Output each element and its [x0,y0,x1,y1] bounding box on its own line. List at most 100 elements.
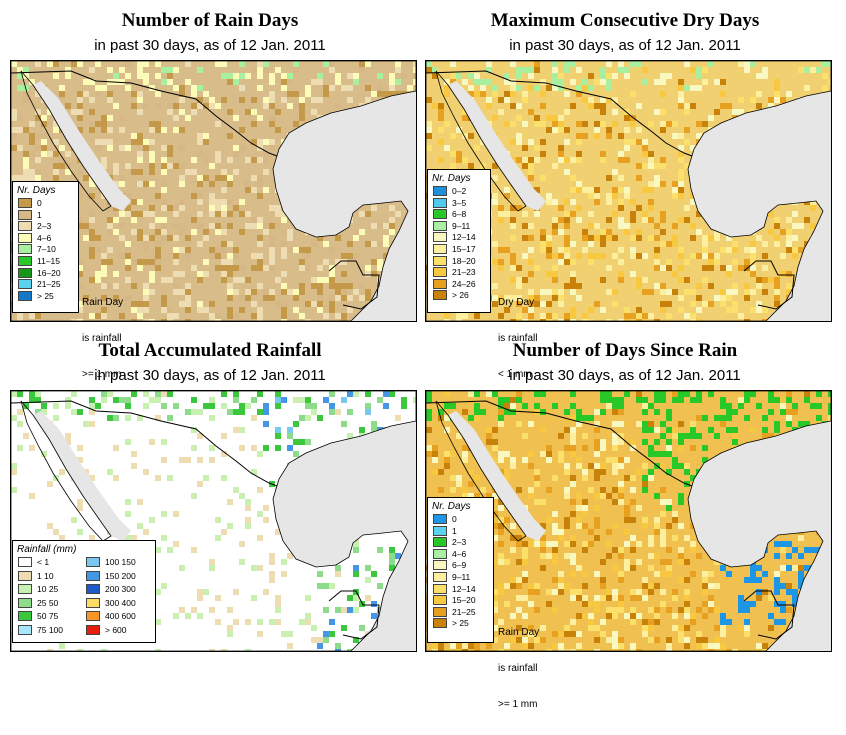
legend-note: Dry Day is rainfall < 1 mm [498,273,537,405]
legend-swatch [18,597,32,608]
legend-label: 7–10 [37,244,56,255]
legend-swatch [18,611,32,621]
panel-subtitle: in past 30 days, as of 12 Jan. 2011 [94,367,326,384]
legend-label: 0–2 [452,186,467,196]
legend-label: 1 10 [37,570,54,581]
legend-label: 4–6 [37,232,52,243]
panel-subtitle: in past 30 days, as of 12 Jan. 2011 [509,37,741,54]
note-line: Dry Day [498,297,535,308]
legend-swatch [18,557,32,567]
legend-swatch [433,595,447,606]
legend-swatch [433,537,447,548]
map-canvas [426,391,831,651]
note-line: is rainfall [498,663,538,674]
legend-label: 50 75 [37,611,59,621]
legend-swatch [433,583,447,594]
legend-swatch [433,220,447,231]
legend-swatch [86,611,100,621]
legend-label: 21–25 [37,279,61,290]
note-line: is rainfall [82,333,122,344]
note-line: >= 1 mm [498,699,538,710]
legend-label: 6–9 [452,560,467,571]
panel-days-since-rain: Number of Days Since Rain in past 30 day… [415,330,835,710]
panel-title: Number of Days Since Rain [512,340,738,361]
legend-swatch [433,548,447,559]
legend-label: 12–14 [452,232,476,243]
legend-label: 12–14 [452,583,476,594]
legend-swatch [18,584,32,594]
panel-title: Total Accumulated Rainfall [98,340,322,361]
legend: Rainfall (mm) < 1 1 10 10 25 25 50 50 75 75 1… [12,540,156,643]
legend-label: 150 200 [105,570,136,581]
legend-title: Nr. Days [432,501,471,512]
legend-swatch [18,267,32,278]
legend-label: 2–3 [37,221,52,232]
legend-label: 6–8 [452,209,467,220]
legend-label: 1 [452,525,457,536]
legend-swatch [86,570,100,581]
note-line: >= 1 mm [82,369,122,380]
legend-label: 11–15 [37,256,61,266]
legend-swatch [18,232,32,243]
legend-swatch [86,584,100,594]
legend-label: 100 150 [105,557,136,567]
legend: Nr. Days 0 1 2–3 4–6 6–9 9–11 12–14 15–20 21–25 >… [427,497,494,643]
legend-label: 21–23 [452,267,476,278]
legend-label: 24–26 [452,278,476,289]
panel-rain-days: Number of Rain Days in past 30 days, as … [0,0,420,380]
legend-label: > 600 [105,624,127,635]
legend-label: 200 300 [105,584,136,594]
legend-swatch [433,560,447,571]
legend-swatch [18,221,32,232]
legend-note: Rain Day is rainfall >= 1 mm [82,273,123,405]
legend-title: Nr. Days [17,185,56,196]
legend-label: 25 50 [37,597,59,608]
panel-title: Maximum Consecutive Dry Days [490,10,760,31]
legend-label: 10 25 [37,584,59,594]
legend-label: 0 [37,198,42,208]
legend-label: > 26 [452,290,469,301]
legend-swatch [433,514,447,524]
legend-label: 15–17 [452,244,476,254]
legend-note: Rain Day is rainfall >= 1 mm [498,603,539,735]
legend-label: 9–11 [452,220,471,231]
legend-label: 75 100 [37,624,63,635]
legend-swatch [433,186,447,196]
legend-swatch [433,606,447,617]
legend-swatch [433,278,447,289]
legend-swatch [18,290,32,301]
legend-swatch [18,570,32,581]
legend-label: 2–3 [452,537,467,548]
note-line: < 1 mm [498,369,532,380]
legend-label: > 25 [37,290,54,301]
legend-label: 18–20 [452,255,476,266]
legend-label: 400 600 [105,611,136,621]
legend-swatch [433,255,447,266]
legend-label: 9–11 [452,572,471,582]
note-line: is rainfall [498,333,538,344]
legend-label: 21–25 [452,606,476,617]
legend-label: 300 400 [105,597,136,608]
legend-swatch [433,244,447,254]
legend-swatch [433,197,447,208]
legend-swatch [433,209,447,220]
legend-title: Rainfall (mm) [17,544,77,555]
legend: Nr. Days 0 1 2–3 4–6 7–10 11–15 16–20 21–25 > 25 [12,181,79,313]
legend-swatch [18,209,32,220]
legend-swatch [433,525,447,536]
legend-swatch [433,572,447,582]
legend-swatch [86,557,100,567]
legend-label: < 1 [37,557,50,567]
legend: Nr. Days 0–2 3–5 6–8 9–11 12–14 15–17 18–20 21–… [427,169,491,313]
note-line: Rain Day [82,297,124,308]
legend-swatch [86,597,100,608]
panel-dry-days: Maximum Consecutive Dry Days in past 30 … [415,0,835,380]
legend-label: 3–5 [452,197,467,208]
legend-swatch [18,244,32,255]
legend-label: 1 [37,209,42,220]
legend-swatch [18,279,32,290]
legend-label: 15–20 [452,595,476,606]
legend-label: 4–6 [452,548,467,559]
legend-label: 16–20 [37,267,61,278]
panel-total-rainfall: Total Accumulated Rainfall in past 30 da… [0,330,420,655]
